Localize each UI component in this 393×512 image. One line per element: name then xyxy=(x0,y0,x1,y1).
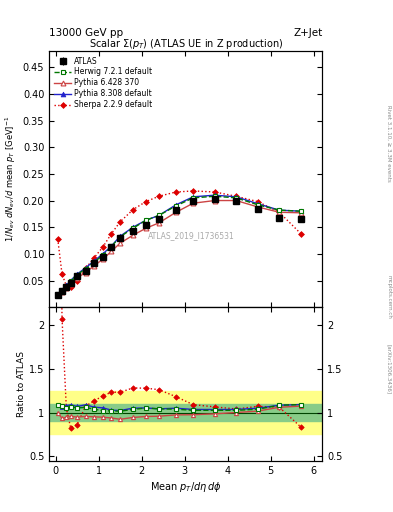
Herwig 7.2.1 default xyxy=(83,266,88,272)
Pythia 6.428 370 xyxy=(92,263,97,269)
Pythia 6.428 370 xyxy=(118,240,123,246)
Sherpa 2.2.9 default xyxy=(60,271,64,277)
Pythia 6.428 370 xyxy=(83,269,88,275)
Sherpa 2.2.9 default xyxy=(234,193,239,199)
Sherpa 2.2.9 default xyxy=(64,283,69,289)
Pythia 6.428 370 xyxy=(156,220,161,226)
Y-axis label: $1/N_{ev}$ $dN_{ev}/d$ mean $p_T$ [GeV]$^{-1}$: $1/N_{ev}$ $dN_{ev}/d$ mean $p_T$ [GeV]$… xyxy=(4,116,18,242)
Pythia 8.308 default xyxy=(60,287,64,293)
Pythia 8.308 default xyxy=(75,271,79,277)
Text: 13000 GeV pp: 13000 GeV pp xyxy=(49,28,123,38)
Herwig 7.2.1 default xyxy=(118,233,123,240)
Pythia 6.428 370 xyxy=(212,198,217,204)
Herwig 7.2.1 default xyxy=(143,217,148,223)
Sherpa 2.2.9 default xyxy=(118,219,123,225)
Sherpa 2.2.9 default xyxy=(101,244,105,250)
Herwig 7.2.1 default xyxy=(277,207,282,213)
Sherpa 2.2.9 default xyxy=(191,188,196,194)
X-axis label: Mean $p_T/d\eta\,d\phi$: Mean $p_T/d\eta\,d\phi$ xyxy=(150,480,222,494)
Line: Pythia 8.308 default: Pythia 8.308 default xyxy=(55,193,303,297)
Sherpa 2.2.9 default xyxy=(130,206,135,212)
Pythia 6.428 370 xyxy=(234,198,239,204)
Pythia 8.308 default xyxy=(118,233,123,239)
Text: Rivet 3.1.10, ≥ 3.3M events: Rivet 3.1.10, ≥ 3.3M events xyxy=(386,105,391,182)
Herwig 7.2.1 default xyxy=(191,195,196,201)
Pythia 8.308 default xyxy=(83,265,88,271)
Herwig 7.2.1 default xyxy=(174,203,178,209)
Pythia 6.428 370 xyxy=(109,248,114,254)
Legend: ATLAS, Herwig 7.2.1 default, Pythia 6.428 370, Pythia 8.308 default, Sherpa 2.2.: ATLAS, Herwig 7.2.1 default, Pythia 6.42… xyxy=(52,54,155,112)
Sherpa 2.2.9 default xyxy=(68,284,73,290)
Pythia 6.428 370 xyxy=(64,285,69,291)
Text: [arXiv:1306.3436]: [arXiv:1306.3436] xyxy=(386,344,391,394)
Pythia 6.428 370 xyxy=(191,200,196,206)
Herwig 7.2.1 default xyxy=(64,283,69,289)
Pythia 8.308 default xyxy=(255,201,260,207)
Sherpa 2.2.9 default xyxy=(109,230,114,237)
Herwig 7.2.1 default xyxy=(68,278,73,284)
Sherpa 2.2.9 default xyxy=(298,230,303,237)
Pythia 8.308 default xyxy=(55,291,60,297)
Pythia 6.428 370 xyxy=(174,209,178,216)
Pythia 6.428 370 xyxy=(130,232,135,238)
Pythia 8.308 default xyxy=(298,208,303,214)
Sherpa 2.2.9 default xyxy=(156,193,161,199)
Pythia 6.428 370 xyxy=(277,209,282,216)
Pythia 8.308 default xyxy=(191,194,196,200)
Pythia 8.308 default xyxy=(156,212,161,219)
Herwig 7.2.1 default xyxy=(60,287,64,293)
Bar xyxy=(49,391,322,435)
Herwig 7.2.1 default xyxy=(109,243,114,249)
Title: Scalar $\Sigma(p_T)$ (ATLAS UE in Z production): Scalar $\Sigma(p_T)$ (ATLAS UE in Z prod… xyxy=(88,37,283,51)
Pythia 8.308 default xyxy=(101,251,105,257)
Herwig 7.2.1 default xyxy=(298,208,303,214)
Herwig 7.2.1 default xyxy=(55,291,60,297)
Pythia 8.308 default xyxy=(143,217,148,223)
Sherpa 2.2.9 default xyxy=(212,189,217,195)
Pythia 8.308 default xyxy=(64,282,69,288)
Sherpa 2.2.9 default xyxy=(55,236,60,242)
Pythia 8.308 default xyxy=(174,202,178,208)
Pythia 6.428 370 xyxy=(143,225,148,231)
Text: ATLAS_2019_I1736531: ATLAS_2019_I1736531 xyxy=(148,231,235,240)
Herwig 7.2.1 default xyxy=(92,259,97,265)
Herwig 7.2.1 default xyxy=(234,195,239,201)
Line: Herwig 7.2.1 default: Herwig 7.2.1 default xyxy=(55,194,303,297)
Pythia 8.308 default xyxy=(212,192,217,198)
Herwig 7.2.1 default xyxy=(101,252,105,259)
Sherpa 2.2.9 default xyxy=(143,199,148,205)
Pythia 8.308 default xyxy=(277,207,282,213)
Pythia 8.308 default xyxy=(234,194,239,200)
Pythia 8.308 default xyxy=(130,224,135,230)
Sherpa 2.2.9 default xyxy=(75,278,79,284)
Sherpa 2.2.9 default xyxy=(255,199,260,205)
Text: mcplots.cern.ch: mcplots.cern.ch xyxy=(386,275,391,319)
Line: Pythia 6.428 370: Pythia 6.428 370 xyxy=(55,198,303,298)
Pythia 6.428 370 xyxy=(55,292,60,298)
Pythia 6.428 370 xyxy=(101,256,105,262)
Y-axis label: Ratio to ATLAS: Ratio to ATLAS xyxy=(17,351,26,417)
Text: Z+Jet: Z+Jet xyxy=(293,28,322,38)
Herwig 7.2.1 default xyxy=(212,193,217,199)
Sherpa 2.2.9 default xyxy=(92,254,97,261)
Pythia 6.428 370 xyxy=(298,210,303,216)
Pythia 8.308 default xyxy=(92,258,97,264)
Pythia 8.308 default xyxy=(68,278,73,284)
Herwig 7.2.1 default xyxy=(130,225,135,231)
Sherpa 2.2.9 default xyxy=(277,209,282,216)
Bar xyxy=(49,404,322,421)
Pythia 6.428 370 xyxy=(75,275,79,281)
Pythia 6.428 370 xyxy=(68,281,73,287)
Sherpa 2.2.9 default xyxy=(174,189,178,195)
Herwig 7.2.1 default xyxy=(255,202,260,208)
Pythia 8.308 default xyxy=(109,243,114,249)
Pythia 6.428 370 xyxy=(255,204,260,210)
Sherpa 2.2.9 default xyxy=(83,265,88,271)
Herwig 7.2.1 default xyxy=(75,271,79,278)
Line: Sherpa 2.2.9 default: Sherpa 2.2.9 default xyxy=(56,189,303,289)
Herwig 7.2.1 default xyxy=(156,212,161,219)
Pythia 6.428 370 xyxy=(60,289,64,295)
